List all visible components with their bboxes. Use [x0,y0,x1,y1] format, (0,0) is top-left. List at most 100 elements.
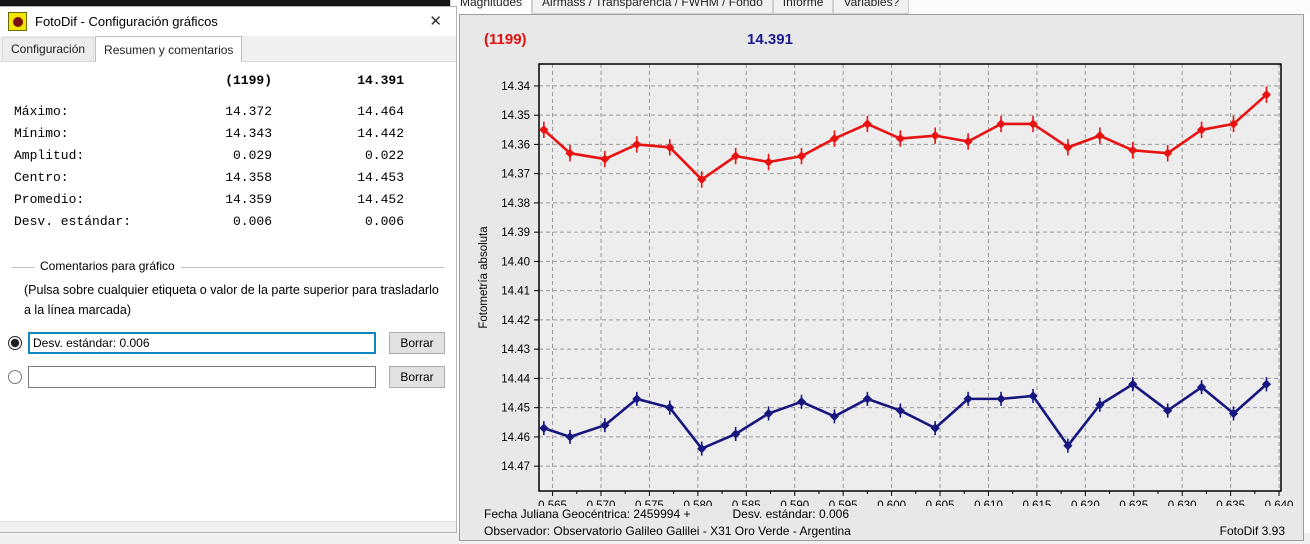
summary-row-value[interactable]: 14.453 [357,170,404,185]
summary-row-label[interactable]: Mínimo: [14,126,69,141]
x-tick-labels: 0.565 0.570 0.575 0.580 0.585 0.590 0.595 0.600… [538,500,1293,506]
data-point [1128,145,1138,155]
dialog-titlebar[interactable]: FotoDif - Configuración gráficos ✕ [0,7,456,36]
summary-row-value[interactable]: 0.006 [232,214,272,229]
observer-label: Observador: Observatorio Galileo Galilei… [484,524,851,538]
photometry-chart[interactable]: 14.34 14.35 14.36 14.37 14.38 14.39 14.40 14.41… [471,56,1307,506]
svg-text:0.590: 0.590 [780,500,809,506]
data-point [796,397,807,407]
tab-variables[interactable]: Variables? [833,0,910,14]
comments-groupbox: Comentarios para gráfico [12,259,444,273]
comment-input-1[interactable] [28,332,376,354]
config-dialog: FotoDif - Configuración gráficos ✕ Confi… [0,6,457,533]
summary-row-label[interactable]: Amplitud: [14,148,85,163]
axis-ticks [534,85,1280,496]
data-point [862,119,872,129]
comments-hint: (Pulsa sobre cualquier etiqueta o valor … [24,280,456,320]
summary-header-col2[interactable]: 14.391 [357,73,404,88]
summary-row-value[interactable]: 14.343 [225,126,272,141]
background-window-strip [0,0,456,7]
summary-row-label[interactable]: Desv. estándar: [14,214,132,229]
dialog-content: (1199) 14.391 Máximo: 14.372 14.464 Míni… [0,62,456,388]
svg-text:0.585: 0.585 [732,500,761,506]
svg-text:0.565: 0.565 [538,500,567,506]
data-point [796,151,807,161]
comment-radio-1[interactable] [8,336,22,350]
data-point [996,394,1006,404]
svg-text:0.570: 0.570 [587,500,616,506]
svg-text:14.45: 14.45 [501,403,530,415]
svg-text:0.620: 0.620 [1071,500,1100,506]
svg-text:14.38: 14.38 [501,198,530,210]
data-point [731,151,741,161]
svg-text:14.40: 14.40 [501,256,530,268]
summary-row-value[interactable]: 14.442 [357,126,404,141]
data-point [1028,391,1038,401]
grid-lines [539,64,1281,491]
comments-hint-line2: a la línea marcada) [24,303,132,317]
data-point [600,154,610,164]
svg-text:0.615: 0.615 [1023,500,1052,506]
summary-row-value[interactable]: 0.022 [364,148,404,163]
data-point [930,131,940,141]
summary-row-value[interactable]: 14.452 [357,192,404,207]
summary-row-value[interactable]: 0.029 [232,148,272,163]
tab-magnitudes[interactable]: Magnitudes [450,0,533,14]
data-point [1196,382,1207,392]
svg-text:14.46: 14.46 [501,432,530,444]
data-point [1028,119,1038,129]
svg-text:0.640: 0.640 [1265,500,1294,506]
summary-row-value[interactable]: 14.464 [357,104,404,119]
svg-text:14.41: 14.41 [501,286,530,298]
comment-radio-2[interactable] [8,370,22,384]
summary-row-label[interactable]: Máximo: [14,104,69,119]
close-icon[interactable]: ✕ [429,13,442,30]
comparison-mag-label[interactable]: 14.391 [747,31,793,48]
data-point [862,394,872,404]
svg-text:14.37: 14.37 [501,169,530,181]
tab-airmass-label: Airmass / Transparencia / FWHM / Fondo [542,0,763,9]
svg-text:14.42: 14.42 [501,315,530,327]
y-tick-labels: 14.34 14.35 14.36 14.37 14.38 14.39 14.40 14.41… [501,81,530,473]
data-point [1095,131,1105,141]
data-point [1163,148,1173,158]
svg-text:0.635: 0.635 [1216,500,1245,506]
summary-row-value[interactable]: 0.006 [364,214,404,229]
summary-row-label[interactable]: Promedio: [14,192,85,207]
dialog-tabstrip: Configuración Resumen y comentarios [0,36,456,62]
borrar-button-2[interactable]: Borrar [389,366,445,388]
svg-text:14.47: 14.47 [501,461,530,473]
svg-text:14.34: 14.34 [501,81,530,93]
data-point [1196,125,1207,135]
data-point [996,119,1006,129]
summary-row-label[interactable]: Centro: [14,170,69,185]
tab-magnitudes-label: Magnitudes [460,0,523,9]
summary-row-value[interactable]: 14.358 [225,170,272,185]
main-tabstrip: Magnitudes Airmass / Transparencia / FWH… [450,0,1310,14]
tab-informe-label: Informe [782,0,824,9]
summary-row-value[interactable]: 14.372 [225,104,272,119]
footer-julian-date: Fecha Juliana Geocéntrica: 2459994 + Desv… [484,507,849,521]
tab-airmass-transparencia-fwhm-fondo[interactable]: Airmass / Transparencia / FWHM / Fondo [532,0,773,14]
graph-comment-label: Desv. estándar: 0.006 [732,507,849,521]
tab-resumen-comentarios[interactable]: Resumen y comentarios [95,36,243,62]
svg-text:0.610: 0.610 [974,500,1003,506]
data-point [632,394,642,404]
borrar-button-1[interactable]: Borrar [389,332,445,354]
data-point [1095,400,1105,410]
svg-text:0.630: 0.630 [1168,500,1197,506]
data-point [895,405,905,416]
svg-text:0.575: 0.575 [635,500,664,506]
data-point [895,133,905,144]
comment-row-1: Borrar [8,332,448,354]
data-point [1128,379,1138,389]
comment-input-2[interactable] [28,366,376,388]
summary-row-value[interactable]: 14.359 [225,192,272,207]
data-point [632,139,642,150]
tab-configuracion[interactable]: Configuración [2,37,95,61]
object-id-label[interactable]: (1199) [484,31,527,48]
tab-informe[interactable]: Informe [772,0,834,14]
series-14391 [539,377,1272,456]
summary-header-col1[interactable]: (1199) [225,73,272,88]
